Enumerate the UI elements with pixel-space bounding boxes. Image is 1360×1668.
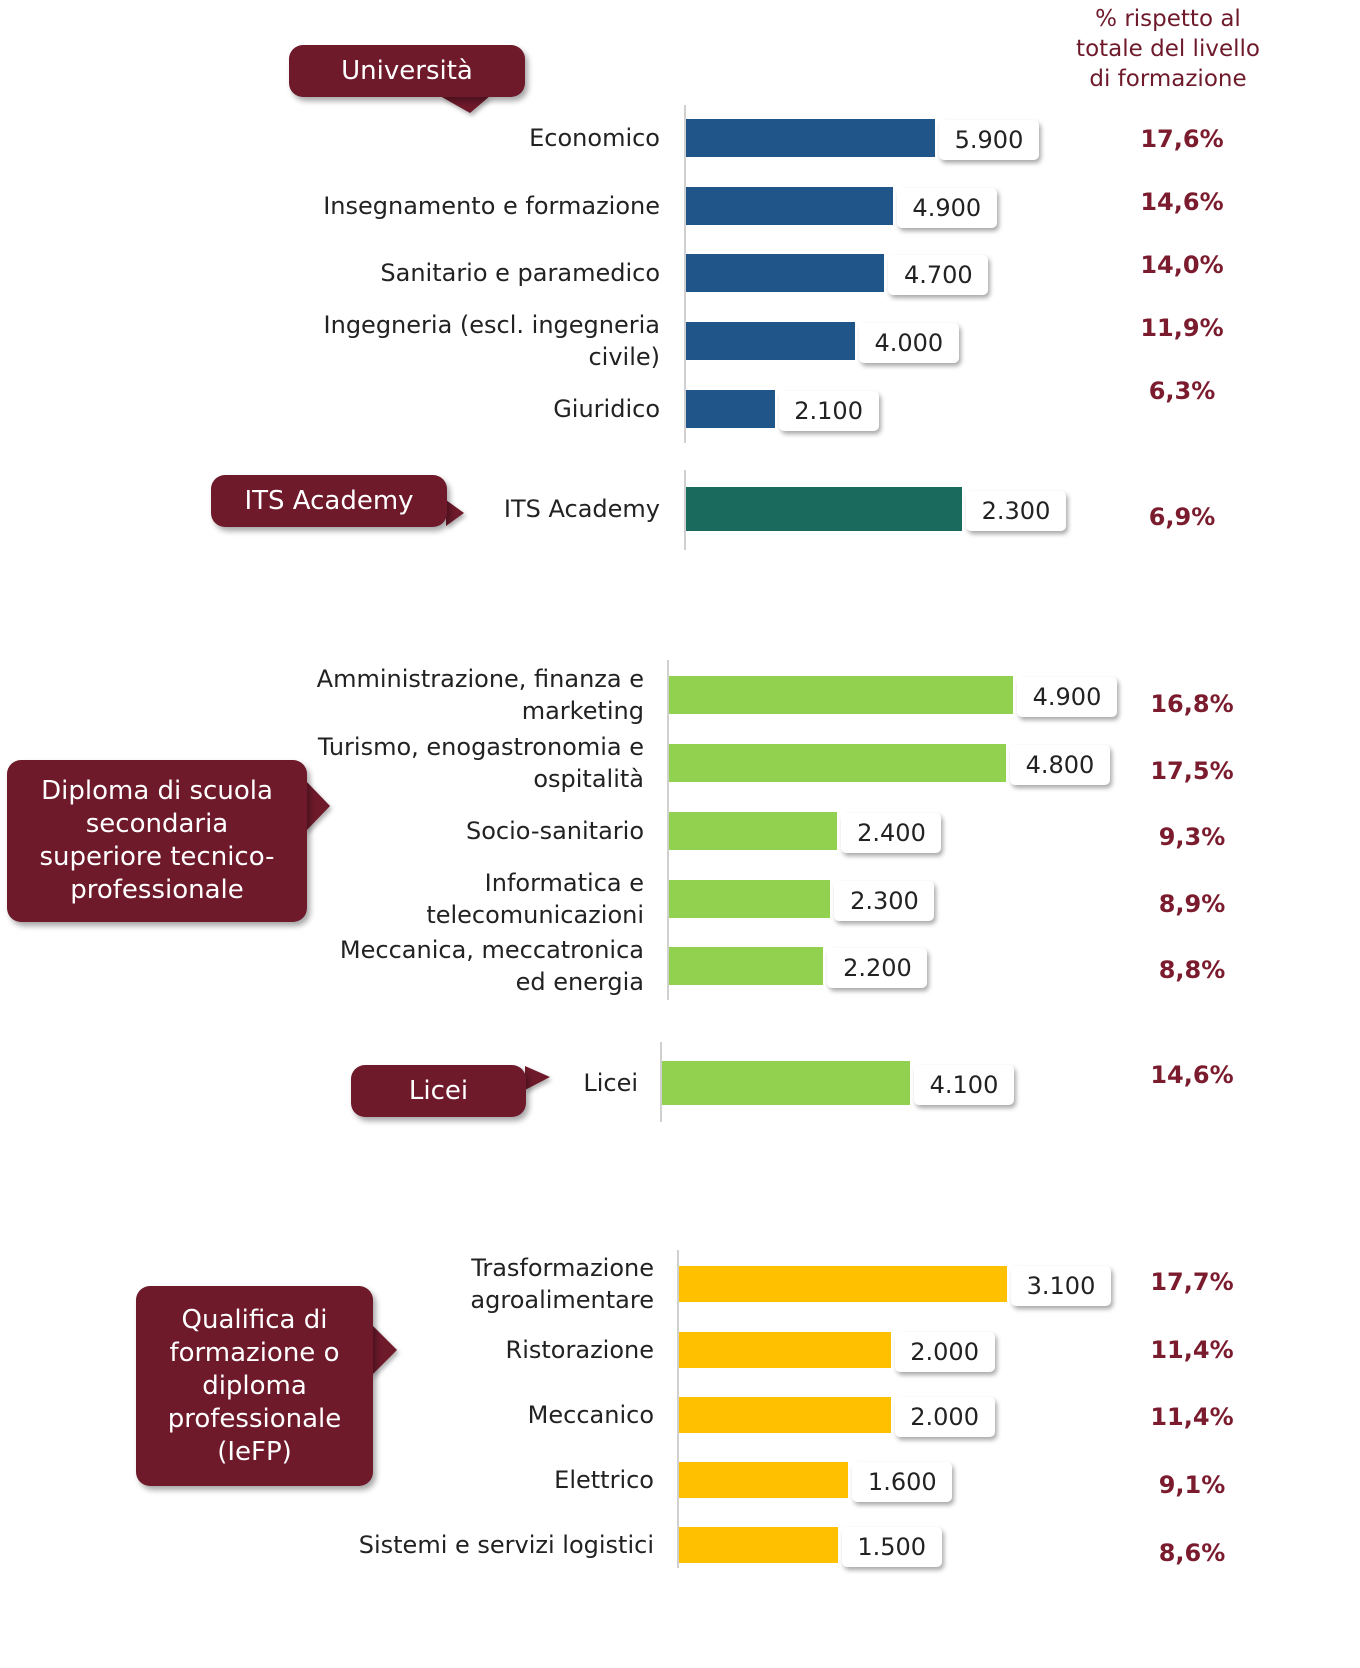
bar bbox=[686, 487, 962, 531]
share-label: 14,6% bbox=[1140, 188, 1224, 216]
category-label: Meccanica, meccatronica ed energia bbox=[339, 936, 644, 996]
value-label: 2.300 bbox=[834, 881, 935, 921]
value-label: 3.100 bbox=[1011, 1266, 1111, 1306]
value-label: 4.100 bbox=[914, 1065, 1014, 1105]
category-label: Giuridico bbox=[553, 395, 660, 423]
category-label: Informatica e telecomunicazioni bbox=[426, 869, 644, 929]
category-label: Sanitario e paramedico bbox=[380, 259, 660, 287]
category-label: ITS Academy bbox=[503, 495, 660, 523]
value-label: 4.900 bbox=[1017, 677, 1117, 717]
share-label: 14,6% bbox=[1150, 1061, 1234, 1089]
bar bbox=[686, 322, 855, 360]
bar bbox=[679, 1527, 838, 1563]
bar bbox=[686, 119, 935, 157]
group-callout: Diploma di scuola secondaria superiore t… bbox=[7, 760, 307, 922]
bar bbox=[679, 1332, 891, 1368]
callout-pointer bbox=[440, 96, 490, 113]
share-label: 11,9% bbox=[1140, 314, 1224, 342]
bar bbox=[669, 812, 838, 850]
value-label: 1.600 bbox=[852, 1462, 953, 1502]
group-callout: Università bbox=[289, 45, 525, 97]
header: % rispetto al totale del livello di form… bbox=[1076, 6, 1260, 92]
value-label: 2.000 bbox=[894, 1397, 995, 1437]
axis-line bbox=[660, 1042, 662, 1122]
group-callout: Licei bbox=[351, 1065, 526, 1117]
group-callout: ITS Academy bbox=[211, 475, 447, 527]
value-label: 2.300 bbox=[966, 491, 1066, 531]
category-label: Economico bbox=[529, 124, 660, 152]
value-label: 5.900 bbox=[939, 120, 1039, 160]
axis-line bbox=[684, 470, 686, 550]
bar bbox=[686, 187, 893, 225]
bar bbox=[686, 390, 775, 428]
value-label: 1.500 bbox=[841, 1527, 942, 1567]
category-label: Ingegneria (escl. ingegneria civile) bbox=[323, 311, 660, 371]
bar bbox=[686, 254, 885, 292]
value-label: 2.400 bbox=[841, 813, 942, 853]
share-label: 17,7% bbox=[1150, 1268, 1234, 1296]
share-label: 9,1% bbox=[1158, 1471, 1226, 1499]
bar bbox=[669, 880, 831, 918]
bar bbox=[679, 1397, 891, 1433]
category-label: Elettrico bbox=[554, 1466, 654, 1494]
category-label: Insegnamento e formazione bbox=[323, 192, 660, 220]
category-label: Licei bbox=[583, 1069, 638, 1097]
share-label: 11,4% bbox=[1150, 1403, 1234, 1431]
value-label: 4.700 bbox=[888, 255, 989, 295]
share-label: 8,8% bbox=[1158, 956, 1226, 984]
value-label: 2.000 bbox=[894, 1332, 995, 1372]
share-label: 9,3% bbox=[1158, 823, 1226, 851]
category-label: Sistemi e servizi logistici bbox=[358, 1531, 654, 1559]
category-label: Socio-sanitario bbox=[466, 817, 644, 845]
bar bbox=[662, 1061, 910, 1105]
axis-line bbox=[684, 105, 686, 443]
category-label: Trasformazione agroalimentare bbox=[470, 1254, 654, 1314]
group-callout: Qualifica di formazione o diploma profes… bbox=[136, 1286, 373, 1486]
category-label: Ristorazione bbox=[505, 1336, 654, 1364]
share-label: 8,6% bbox=[1158, 1539, 1226, 1567]
category-label: Turismo, enogastronomia e ospitalità bbox=[317, 733, 644, 793]
share-label: 16,8% bbox=[1150, 690, 1234, 718]
callout-pointer bbox=[446, 500, 464, 526]
category-label: Meccanico bbox=[527, 1401, 654, 1429]
share-label: 17,5% bbox=[1150, 757, 1234, 785]
axis-line bbox=[677, 1250, 679, 1568]
share-label: 14,0% bbox=[1140, 251, 1224, 279]
callout-pointer bbox=[525, 1066, 550, 1090]
share-label: 6,3% bbox=[1148, 377, 1216, 405]
bar bbox=[669, 744, 1006, 782]
value-label: 4.800 bbox=[1009, 745, 1110, 785]
callout-pointer bbox=[305, 780, 330, 832]
bar bbox=[679, 1266, 1007, 1302]
callout-pointer bbox=[371, 1324, 397, 1376]
share-label: 6,9% bbox=[1148, 503, 1216, 531]
bar bbox=[669, 676, 1013, 714]
value-label: 2.100 bbox=[778, 391, 879, 431]
value-label: 2.200 bbox=[827, 948, 928, 988]
value-label: 4.900 bbox=[896, 188, 997, 228]
value-label: 4.000 bbox=[858, 323, 959, 363]
share-label: 8,9% bbox=[1158, 890, 1226, 918]
bar bbox=[679, 1462, 849, 1498]
share-label: 17,6% bbox=[1140, 125, 1224, 153]
category-label: Amministrazione, finanza e marketing bbox=[316, 665, 644, 725]
share-label: 11,4% bbox=[1150, 1336, 1234, 1364]
bar bbox=[669, 947, 824, 985]
axis-line bbox=[667, 660, 669, 1000]
